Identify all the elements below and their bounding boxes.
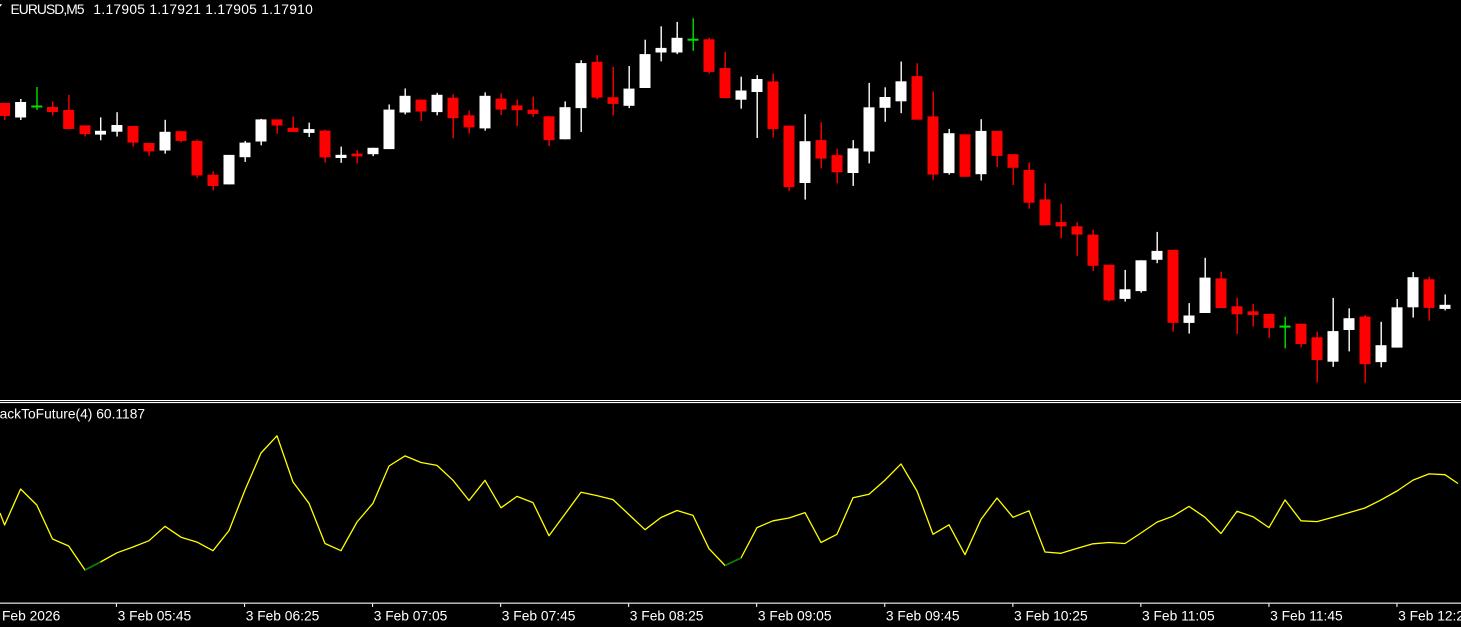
svg-text:EURUSD,M5: EURUSD,M5 <box>11 2 85 17</box>
svg-text:BackToFuture(4) 60.1187: BackToFuture(4) 60.1187 <box>0 407 145 422</box>
svg-text:3 Feb 09:45: 3 Feb 09:45 <box>886 608 960 623</box>
svg-text:3 Feb 07:05: 3 Feb 07:05 <box>374 608 448 623</box>
svg-text:3 Feb 09:05: 3 Feb 09:05 <box>758 608 832 623</box>
svg-text:3 Feb 2026: 3 Feb 2026 <box>0 608 61 623</box>
svg-text:3 Feb 11:05: 3 Feb 11:05 <box>1142 608 1215 623</box>
svg-text:3 Feb 06:25: 3 Feb 06:25 <box>246 608 320 623</box>
svg-text:3 Feb 07:45: 3 Feb 07:45 <box>502 608 576 623</box>
svg-text:3 Feb 08:25: 3 Feb 08:25 <box>630 608 704 623</box>
svg-text:3 Feb 12:25: 3 Feb 12:25 <box>1398 608 1461 623</box>
svg-text:3 Feb 11:45: 3 Feb 11:45 <box>1270 608 1343 623</box>
svg-text:1.17905 1.17921 1.17905 1.1791: 1.17905 1.17921 1.17905 1.17910 <box>93 2 313 17</box>
svg-text:3 Feb 05:45: 3 Feb 05:45 <box>118 608 192 623</box>
svg-text:3 Feb 10:25: 3 Feb 10:25 <box>1014 608 1088 623</box>
